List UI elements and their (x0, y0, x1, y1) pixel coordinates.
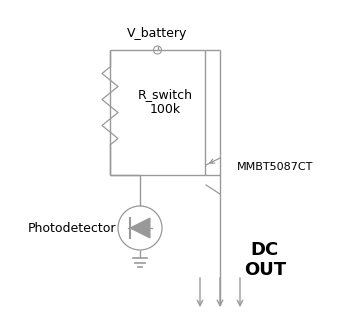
Text: MMBT5087CT: MMBT5087CT (237, 162, 313, 172)
Text: V_battery: V_battery (127, 27, 188, 41)
Polygon shape (130, 218, 150, 238)
Text: Photodetector: Photodetector (28, 221, 116, 234)
Text: DC
OUT: DC OUT (244, 241, 286, 279)
Text: R_switch
100k: R_switch 100k (138, 88, 193, 116)
